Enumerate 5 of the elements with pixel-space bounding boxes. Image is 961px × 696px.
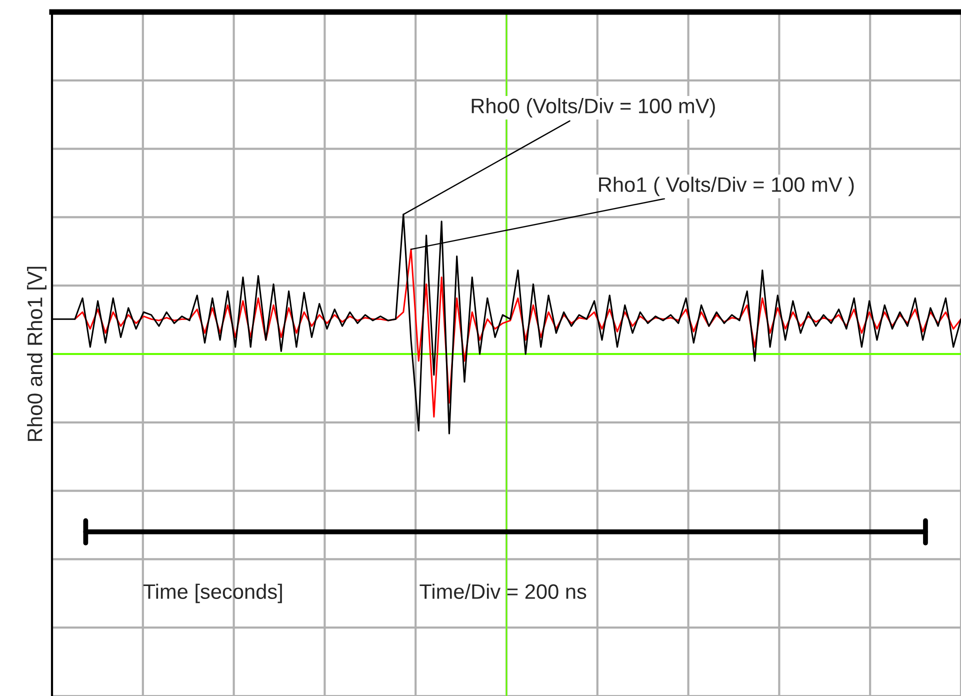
text: Rho1 ( Volts/Div = 100 mV ) xyxy=(599,176,854,196)
y-axis-title: Rho0 and Rho1 [V] xyxy=(27,266,46,441)
text: Time/Div = 200 ns xyxy=(420,584,586,599)
text: Time [seconds] xyxy=(143,584,282,604)
text: Rho0 (Volts/Div = 100 mV) xyxy=(472,98,715,118)
